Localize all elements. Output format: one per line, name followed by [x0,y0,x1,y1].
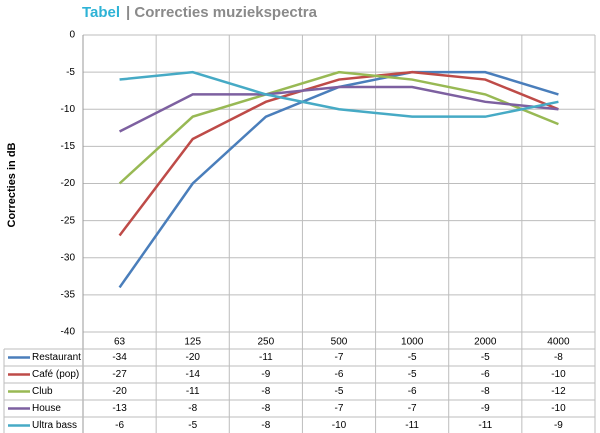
table-cell: -9 [481,403,490,414]
table-cell: -20 [112,386,127,397]
table-cell: -11 [405,420,419,431]
x-tick-label: 125 [184,337,201,348]
x-tick-label: 4000 [547,337,570,348]
table-cell: -6 [115,420,124,431]
table-cell: -7 [335,403,344,414]
table-cell: -5 [481,352,490,363]
y-tick-label: -5 [66,67,75,78]
y-tick-label: -35 [61,290,76,301]
table-cell: -7 [335,352,344,363]
table-cell: -34 [112,352,127,363]
line [118,70,559,185]
y-tick-label: -10 [61,104,76,115]
table-cell: -8 [261,420,270,431]
line [118,70,559,237]
table-cell: -20 [185,352,200,363]
line [119,85,559,133]
table-cell: -12 [551,386,566,397]
table-cell: -11 [186,386,200,397]
table-cell: -6 [481,369,490,380]
table-cell: -5 [188,420,197,431]
table-cell: -5 [408,369,417,380]
legend-label: House [32,403,61,414]
line [119,70,559,118]
legend-label: Ultra bass [32,420,77,431]
legend-label: Club [32,386,53,397]
y-tick-label: -20 [61,178,76,189]
y-tick-label: -15 [61,141,76,152]
y-tick-label: 0 [69,30,75,41]
table-cell: -8 [261,403,270,414]
table-cell: -8 [481,386,490,397]
table-cell: -5 [335,386,344,397]
table-cell: -10 [551,369,566,380]
table-cell: -14 [185,369,200,380]
table-cell: -8 [554,352,563,363]
table-cell: -13 [112,403,127,414]
x-tick-label: 1000 [401,337,424,348]
table-cell: -9 [261,369,270,380]
table-cell: -5 [408,352,417,363]
table-cell: -11 [259,352,273,363]
table-cell: -27 [112,369,127,380]
table-cell: -11 [478,420,492,431]
table-cell: -10 [332,420,347,431]
x-tick-label: 2000 [474,337,497,348]
y-tick-label: -25 [61,215,76,226]
y-axis-label: Correcties in dB [6,142,18,227]
x-tick-label: 63 [114,337,126,348]
table-cell: -8 [261,386,270,397]
chart-subtitle: | Correcties muziekspectra [126,4,318,21]
line [118,70,559,289]
table-cell: -7 [408,403,417,414]
y-tick-label: -30 [61,252,76,263]
chart-title: Tabel [82,4,120,21]
table-cell: -8 [188,403,197,414]
legend-label: Café (pop) [32,369,79,380]
x-tick-label: 250 [258,337,275,348]
table-cell: -6 [408,386,417,397]
table-cell: -10 [551,403,566,414]
y-tick-label: -40 [61,327,76,338]
table-cell: -9 [554,420,563,431]
table-cell: -6 [335,369,344,380]
x-tick-label: 500 [331,337,348,348]
legend-label: Restaurant [32,352,81,363]
